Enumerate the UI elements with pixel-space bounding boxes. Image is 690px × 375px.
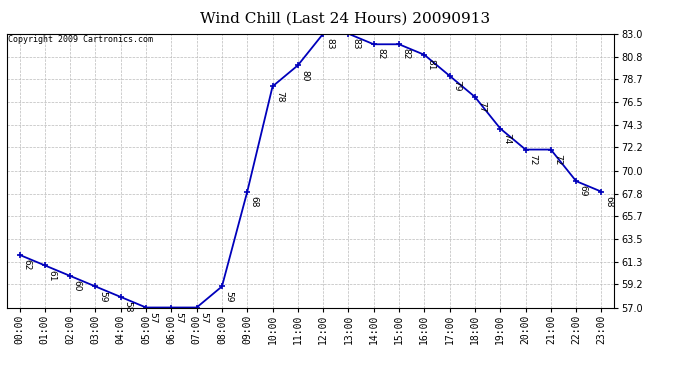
Text: 60: 60: [72, 280, 81, 292]
Text: 83: 83: [326, 38, 335, 50]
Text: 59: 59: [224, 291, 233, 302]
Text: 80: 80: [300, 69, 309, 81]
Text: 69: 69: [579, 185, 588, 197]
Text: 57: 57: [148, 312, 157, 323]
Text: 77: 77: [477, 101, 486, 112]
Text: 58: 58: [124, 301, 132, 313]
Text: 72: 72: [553, 154, 562, 165]
Text: 62: 62: [22, 259, 31, 270]
Text: 79: 79: [452, 80, 461, 92]
Text: 57: 57: [174, 312, 183, 323]
Text: 72: 72: [528, 154, 537, 165]
Text: 74: 74: [503, 133, 512, 144]
Text: Copyright 2009 Cartronics.com: Copyright 2009 Cartronics.com: [8, 35, 153, 44]
Text: 57: 57: [199, 312, 208, 323]
Text: 81: 81: [427, 59, 436, 70]
Text: 59: 59: [98, 291, 107, 302]
Text: 61: 61: [48, 270, 57, 281]
Text: 83: 83: [351, 38, 360, 50]
Text: 82: 82: [402, 48, 411, 60]
Text: 78: 78: [275, 90, 284, 102]
Text: 68: 68: [250, 196, 259, 207]
Text: 82: 82: [376, 48, 385, 60]
Text: 68: 68: [604, 196, 613, 207]
Text: Wind Chill (Last 24 Hours) 20090913: Wind Chill (Last 24 Hours) 20090913: [200, 11, 490, 25]
